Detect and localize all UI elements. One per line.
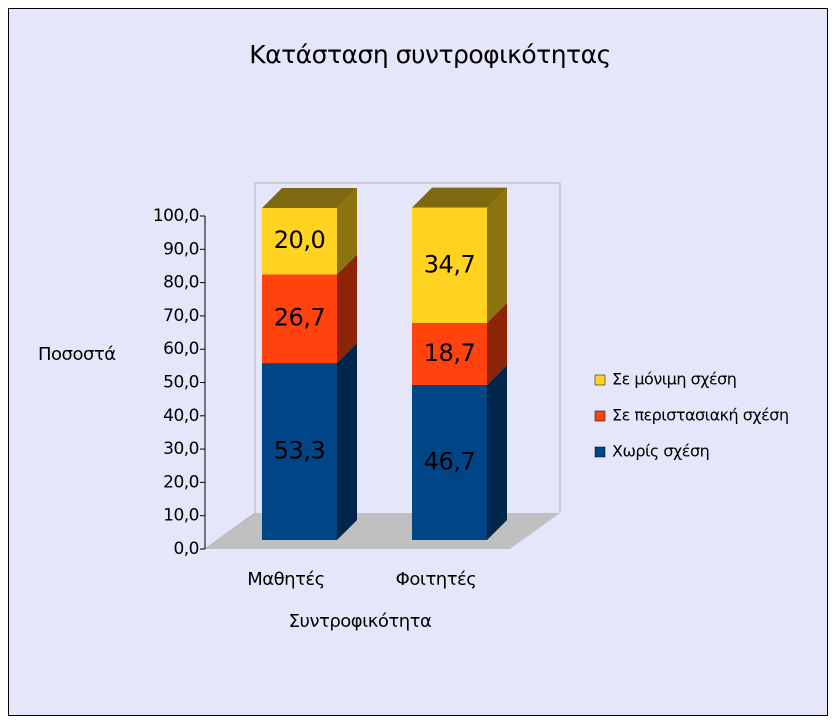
y-tick-label: 10,0 — [163, 506, 199, 526]
bar-side-shade — [337, 188, 357, 275]
y-axis-label: Ποσοστά — [38, 344, 116, 365]
value-label: 20,0 — [274, 226, 325, 254]
y-tick-label: 40,0 — [163, 406, 199, 426]
bar-side-shade — [487, 364, 507, 540]
legend-swatch — [594, 374, 606, 386]
bar-side-shade — [337, 343, 357, 540]
bar-side-shade — [487, 302, 507, 385]
y-tick-label: 50,0 — [163, 373, 199, 393]
bar — [412, 384, 487, 540]
bar-side — [487, 187, 507, 323]
bar — [412, 322, 487, 385]
bar-side — [337, 254, 357, 364]
y-tick-label: 90,0 — [163, 239, 199, 259]
legend-label: Χωρίς σχέση — [612, 442, 709, 461]
y-tick-label: 100,0 — [153, 206, 199, 226]
value-label: 18,7 — [424, 339, 475, 367]
bar-top-shade — [412, 187, 507, 208]
bar — [262, 363, 337, 540]
value-label: 34,7 — [424, 250, 475, 278]
legend-label: Σε μόνιμη σχέση — [612, 370, 736, 389]
y-tick-label: 60,0 — [163, 339, 199, 359]
y-tick-label: 80,0 — [163, 273, 199, 293]
bar — [262, 208, 337, 275]
value-label: 53,3 — [274, 437, 325, 465]
bar-side — [337, 188, 357, 275]
back-wall — [204, 182, 561, 550]
x-tick-label: Φοιτητές — [396, 569, 477, 590]
bar-side — [487, 302, 507, 385]
value-label: 26,7 — [274, 304, 325, 332]
y-tick-label: 30,0 — [163, 439, 199, 459]
x-tick-label: Μαθητές — [247, 569, 324, 590]
y-tick-label: 0,0 — [173, 539, 199, 559]
y-tick-label: 70,0 — [163, 306, 199, 326]
bar-side-shade — [487, 187, 507, 323]
y-tick-label: 20,0 — [163, 472, 199, 492]
legend-swatch — [594, 446, 606, 458]
value-label: 46,7 — [424, 447, 475, 475]
bar-side — [337, 343, 357, 540]
legend-label: Σε περιστασιακή σχέση — [612, 406, 789, 425]
bar-side-shade — [337, 254, 357, 364]
x-axis-label: Συντροφικότητα — [289, 611, 432, 632]
bar — [412, 207, 487, 323]
chart-title: Κατάσταση συντροφικότητας — [249, 40, 611, 69]
bar-side — [487, 364, 507, 540]
bar-top-shade — [262, 188, 357, 208]
legend-swatch — [594, 410, 606, 422]
bar — [262, 274, 337, 364]
